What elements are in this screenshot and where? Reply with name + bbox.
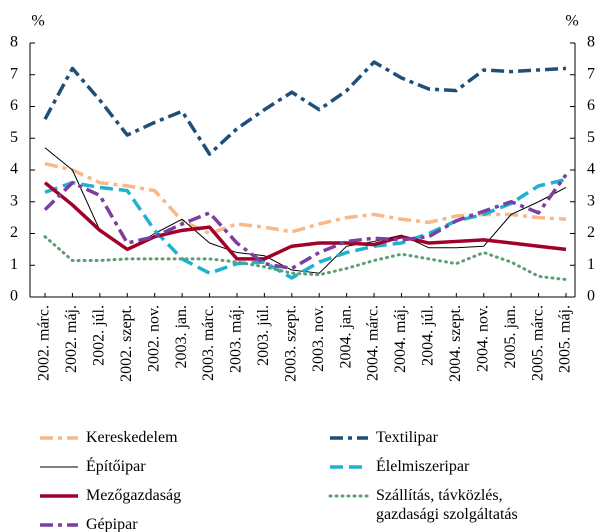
series-line — [43, 60, 567, 156]
x-tick-label: 2003. márc. — [200, 305, 217, 381]
series-line — [43, 235, 568, 282]
x-tick-label: 2002. máj. — [63, 305, 80, 373]
x-tick-label: 2004. máj. — [392, 305, 409, 373]
x-tick-label: 2003. szept. — [282, 305, 299, 382]
y2-tick-label: 7 — [587, 65, 595, 82]
x-tick-label: 2003. jan. — [173, 305, 190, 369]
x-tick-label: 2004. nov. — [474, 305, 491, 372]
y2-tick-label: 8 — [587, 34, 595, 51]
legend-label: Textilipar — [376, 429, 438, 446]
legend-label: Építőipar — [86, 458, 146, 475]
legend-label: Mezőgazdaság — [86, 487, 182, 504]
y2-axis-label: % — [565, 13, 578, 30]
series-line — [43, 181, 567, 261]
series-line — [44, 161, 567, 236]
y-tick-label: 2 — [10, 224, 18, 241]
series-line — [44, 177, 567, 280]
y-tick-label: 5 — [10, 129, 18, 146]
x-tick-label: 2003. máj. — [228, 305, 245, 373]
y-axis-label: % — [31, 13, 44, 30]
legend-label: Kereskedelem — [86, 429, 178, 446]
y-tick-label: 1 — [10, 256, 18, 273]
x-tick-label: 2005. máj. — [557, 305, 574, 373]
x-tick-label: 2004. jan. — [337, 305, 354, 369]
y-tick-label: 6 — [10, 97, 18, 114]
y-tick-label: 3 — [10, 192, 18, 209]
x-tick-label: 2002. szept. — [118, 305, 135, 382]
x-tick-label: 2005. márc. — [529, 305, 546, 381]
y-tick-label: 7 — [10, 65, 18, 82]
y2-tick-label: 2 — [587, 224, 595, 241]
x-tick-label: 2003. júl. — [255, 305, 272, 366]
y2-tick-label: 4 — [587, 161, 595, 178]
y2-tick-label: 0 — [587, 288, 595, 305]
x-tick-label: 2004. márc. — [365, 305, 382, 381]
y-tick-label: 8 — [10, 34, 18, 51]
x-tick-label: 2002. márc. — [36, 305, 53, 381]
x-tick-label: 2004. szept. — [447, 305, 464, 382]
y2-tick-label: 6 — [587, 97, 595, 114]
x-tick-label: 2003. nov. — [310, 305, 327, 372]
legend-label: Gépipar — [86, 516, 138, 532]
y-tick-label: 4 — [10, 161, 18, 178]
series-line — [43, 173, 568, 271]
x-tick-label: 2004. júl. — [420, 305, 437, 366]
y-tick-label: 0 — [10, 288, 18, 305]
legend-label: Szállítás, távközlés, gazdasági szolgált… — [376, 487, 518, 523]
x-tick-label: 2005. jan. — [502, 305, 519, 369]
y2-tick-label: 1 — [587, 256, 595, 273]
y2-tick-label: 3 — [587, 192, 595, 209]
legend-label: Élelmiszeripar — [376, 458, 470, 475]
x-tick-label: 2002. júl. — [91, 305, 108, 366]
y2-tick-label: 5 — [587, 129, 595, 146]
x-tick-label: 2002. nov. — [145, 305, 162, 372]
